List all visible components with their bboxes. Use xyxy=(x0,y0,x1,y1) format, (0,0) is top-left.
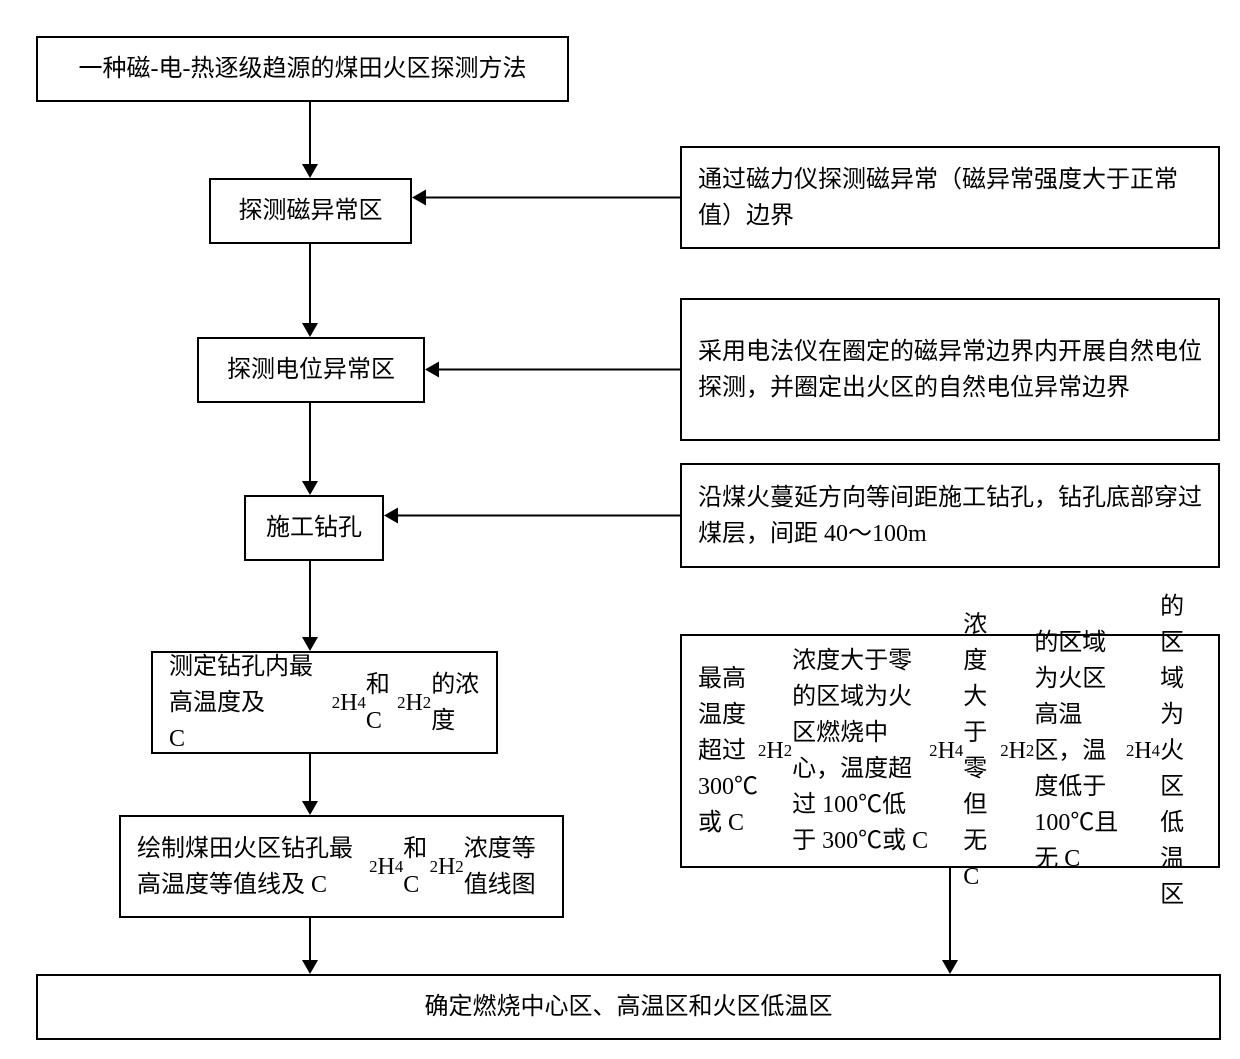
node-desc5: 最高温度超过 300℃或 C2H2 浓度大于零的区域为火区燃烧中心，温度超过 1… xyxy=(680,634,1220,868)
node-desc3: 沿煤火蔓延方向等间距施工钻孔，钻孔底部穿过煤层，间距 40～100m xyxy=(680,463,1220,568)
node-step4: 测定钻孔内最高温度及C2H4 和 C2H2 的浓度 xyxy=(151,651,498,754)
node-step5: 绘制煤田火区钻孔最高温度等值线及 C2H4 和 C2H2 浓度等值线图 xyxy=(119,815,564,918)
node-step2: 探测电位异常区 xyxy=(197,337,425,403)
node-final: 确定燃烧中心区、高温区和火区低温区 xyxy=(36,974,1221,1040)
node-step1: 探测磁异常区 xyxy=(209,178,412,244)
node-title: 一种磁-电-热逐级趋源的煤田火区探测方法 xyxy=(36,36,569,102)
node-desc1: 通过磁力仪探测磁异常（磁异常强度大于正常值）边界 xyxy=(680,146,1220,249)
node-step3: 施工钻孔 xyxy=(244,495,384,561)
node-desc2: 采用电法仪在圈定的磁异常边界内开展自然电位探测，并圈定出火区的自然电位异常边界 xyxy=(680,298,1220,441)
